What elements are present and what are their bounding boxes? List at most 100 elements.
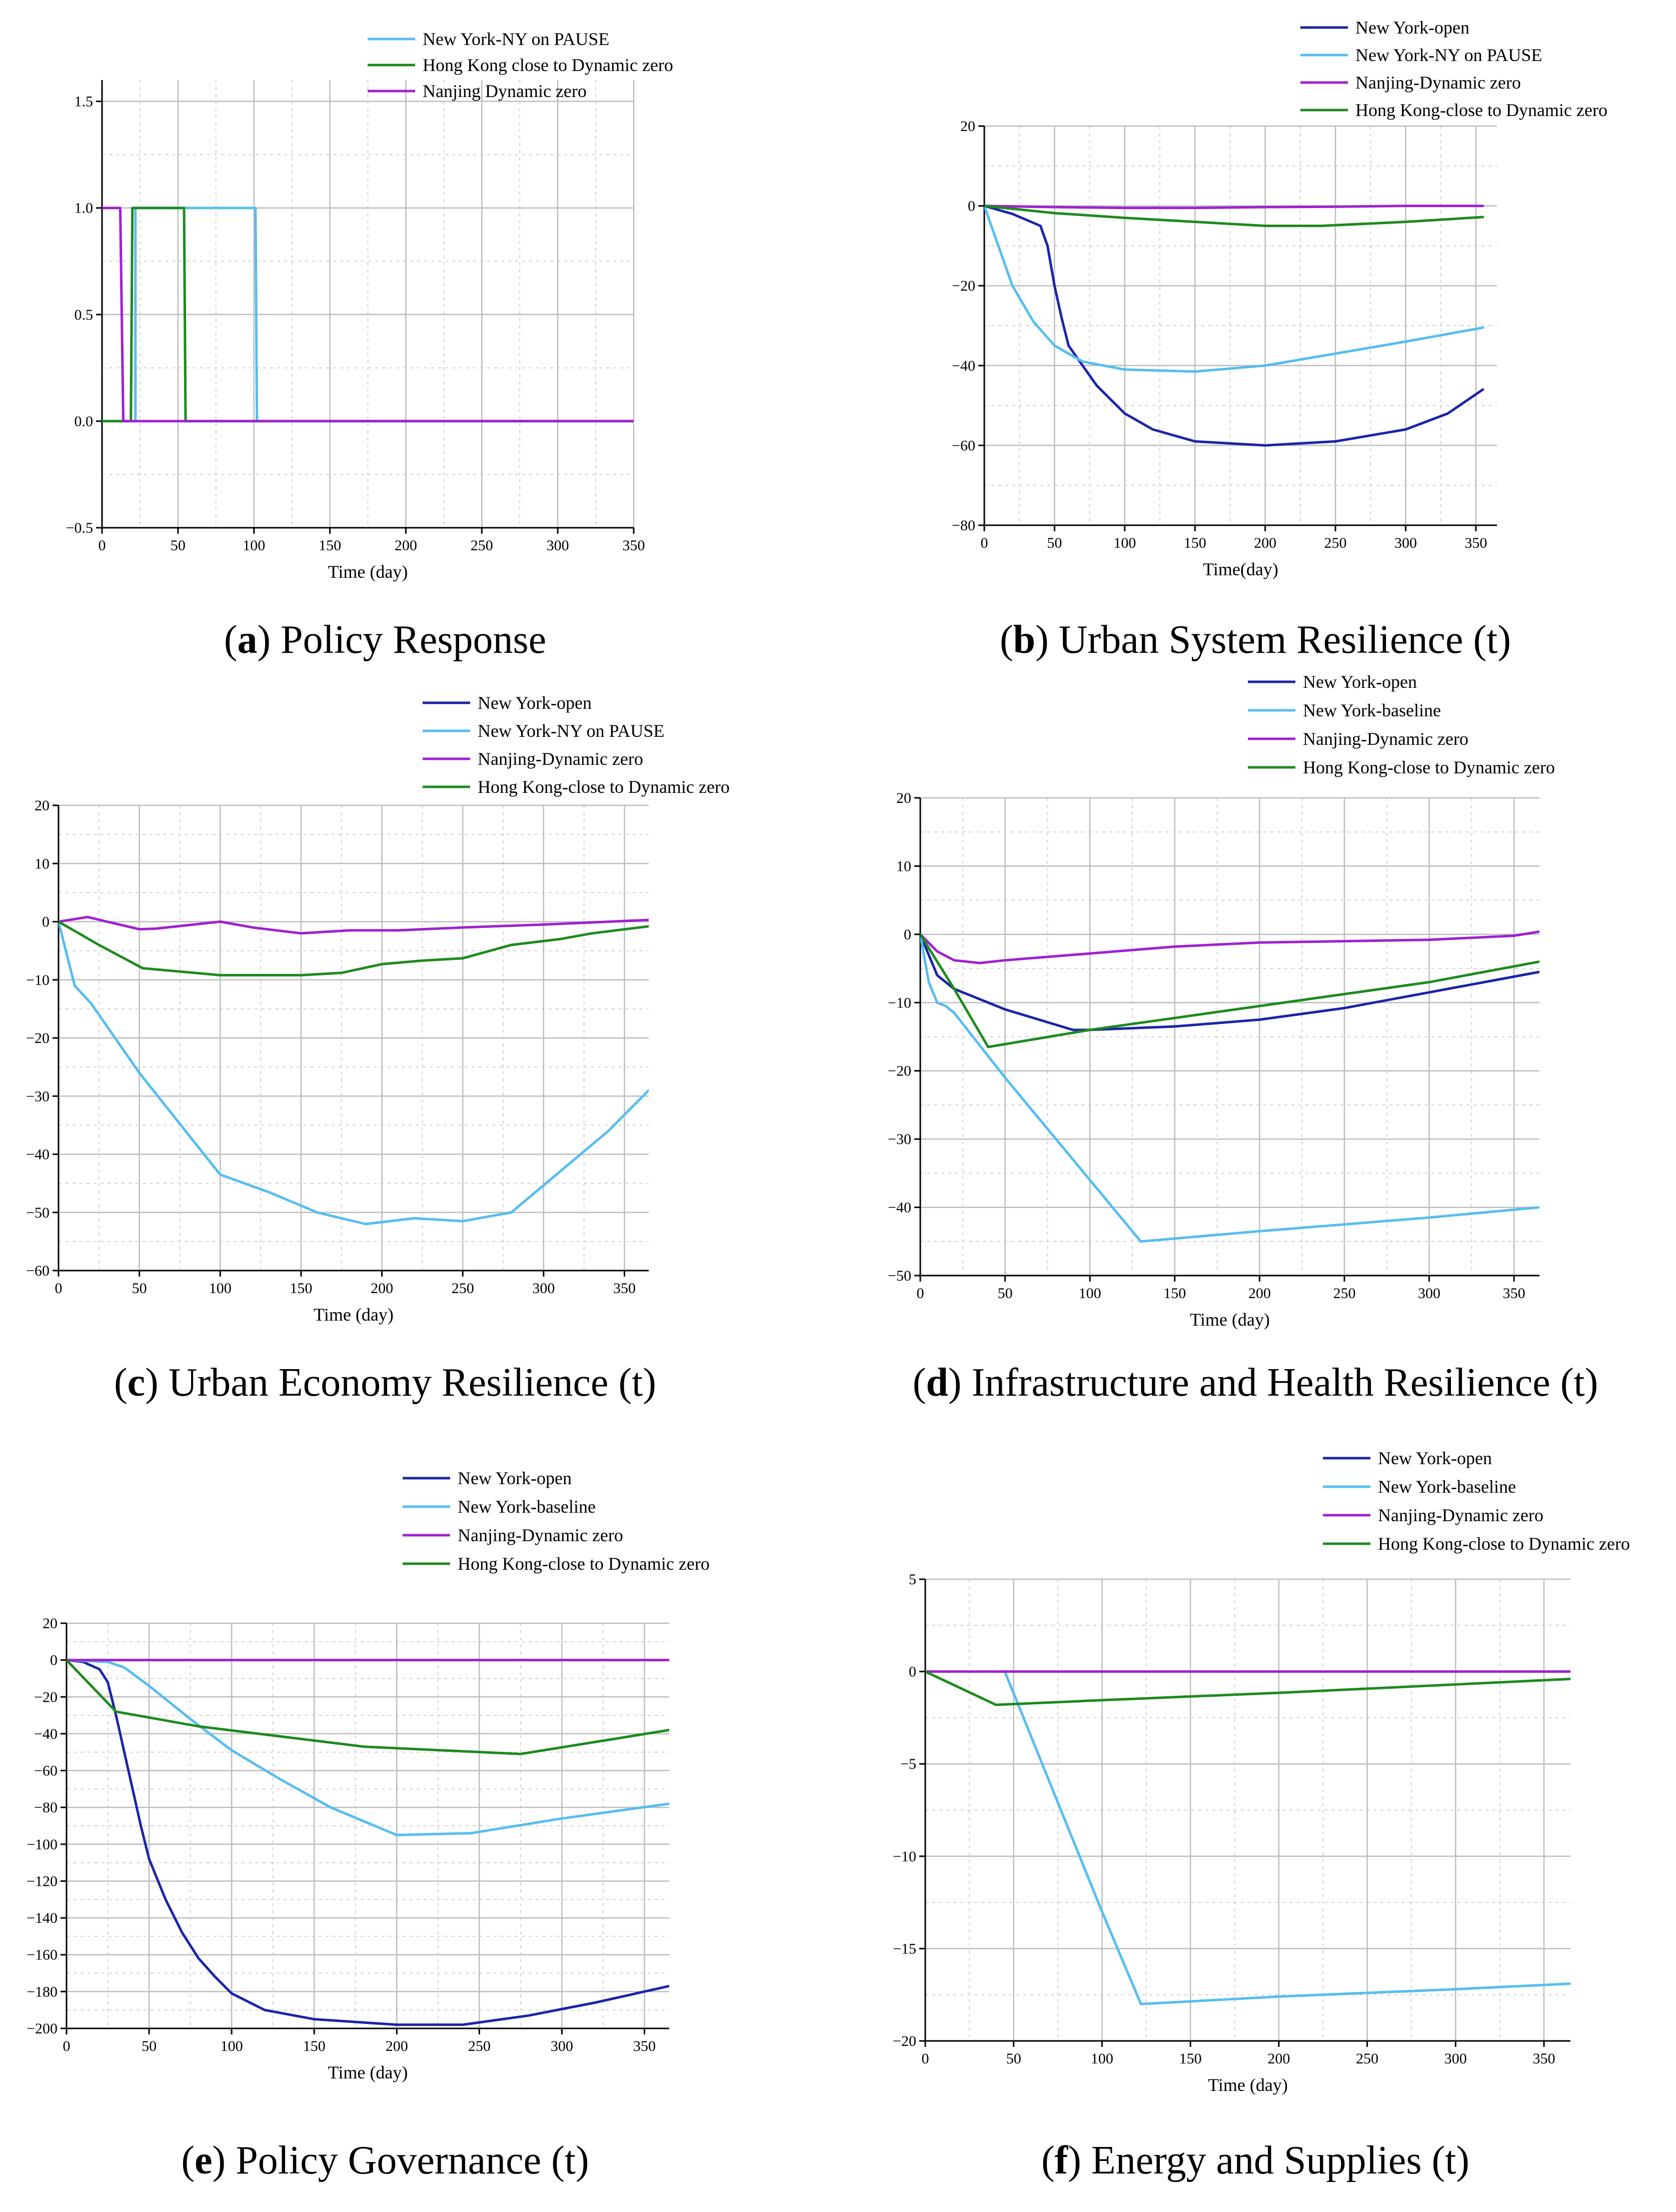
chart-f: 0 50 100 150 200 250 300 350 −20 −15 −10 −5 0 5 Time (…: [893, 1448, 1630, 2182]
x-tick-label: 0: [63, 2038, 71, 2054]
y-tick-label: −10: [888, 994, 911, 1011]
legend: New York-open New York-NY on PAUSE Nanjing…: [1300, 18, 1607, 120]
series-line-new-york-open: [984, 205, 1484, 447]
x-tick-label: 100: [1091, 2050, 1113, 2067]
caption-letter: a: [237, 618, 257, 662]
x-tick-label: 100: [221, 2038, 243, 2054]
y-tick-label: −50: [26, 1205, 50, 1221]
legend: New York-open New York-baseline Nanjing-Dy…: [1248, 672, 1555, 777]
y-tick-label: −40: [888, 1200, 911, 1216]
y-tick-label: −15: [893, 1940, 916, 1957]
y-tick-label: 20: [960, 118, 975, 135]
series-line-hong-kong-close-to-dynamic-zero: [920, 933, 1539, 1048]
chart-caption: (d) Infrastructure and Health Resilience…: [913, 1361, 1598, 1405]
y-tick-label: −60: [26, 1263, 50, 1279]
y-tick-label: 0: [42, 914, 50, 930]
legend-label: New York-NY on PAUSE: [478, 721, 664, 741]
legend-label: New York-baseline: [458, 1497, 596, 1517]
x-tick-label: 100: [1113, 535, 1136, 551]
y-tick-label: −60: [34, 1763, 58, 1779]
x-tick-label: 50: [132, 1280, 147, 1297]
series-group: [920, 930, 1539, 1243]
x-tick-label: 100: [243, 537, 265, 554]
x-tick-label: 50: [142, 2038, 157, 2054]
series-group: [102, 207, 634, 423]
y-tick-label: 20: [43, 1615, 58, 1632]
x-tick-label: 150: [1163, 1285, 1186, 1302]
y-tick-label: −20: [888, 1063, 911, 1079]
series-line-new-york-ny-on-pause: [59, 920, 649, 1226]
caption-open-paren: (: [224, 618, 238, 662]
caption-letter: d: [926, 1361, 948, 1405]
chart-caption: (b) Urban System Resilience (t): [1000, 618, 1511, 662]
legend-label: New York-open: [458, 1468, 572, 1488]
x-tick-label: 350: [1464, 535, 1487, 551]
chart-a: 0 50 100 150 200 250 300 350 −0.5 0.0 0.5 1.0 1.5 Tim…: [66, 29, 673, 662]
y-tick-label: −40: [34, 1726, 58, 1742]
x-tick-label: 100: [1079, 1285, 1101, 1302]
x-tick-label: 300: [547, 537, 569, 554]
x-tick-label: 350: [1503, 1285, 1525, 1302]
legend-label: Hong Kong-close to Dynamic zero: [458, 1554, 710, 1574]
caption-text: ) Policy Response: [257, 618, 546, 662]
x-tick-label: 250: [471, 537, 493, 554]
series-line-nanjing-dynamic-zero: [920, 930, 1539, 964]
legend-label: Hong Kong close to Dynamic zero: [423, 55, 673, 75]
series-line-new-york-baseline: [1003, 1670, 1570, 2005]
x-tick-label: 100: [209, 1280, 232, 1297]
y-tick-label: −180: [27, 1983, 58, 2000]
y-tick-label: −40: [26, 1147, 50, 1163]
caption-letter: f: [1055, 2138, 1069, 2182]
x-tick-label: 50: [1047, 535, 1062, 551]
x-axis-label: Time (day): [314, 1305, 394, 1325]
x-tick-label: 250: [1333, 1285, 1355, 1302]
y-tick-label: 10: [35, 855, 50, 872]
x-tick-label: 200: [386, 2038, 408, 2054]
y-tick-label: −50: [888, 1268, 911, 1284]
y-tick-label: 0.5: [75, 307, 94, 323]
series-line-hong-kong-close-to-dynamic-zero: [984, 205, 1484, 227]
legend-label: New York-NY on PAUSE: [1355, 45, 1542, 65]
x-tick-label: 200: [395, 537, 417, 554]
x-tick-label: 300: [1394, 535, 1417, 551]
y-tick-label: −5: [900, 1756, 916, 1772]
x-tick-label: 300: [532, 1280, 555, 1297]
x-tick-label: 0: [981, 535, 988, 551]
y-tick-label: 0: [50, 1652, 58, 1669]
x-tick-label: 200: [1254, 535, 1276, 551]
legend-label: New York-open: [1378, 1448, 1492, 1468]
series-group: [925, 1670, 1570, 2005]
x-tick-label: 200: [1248, 1285, 1271, 1302]
series-group: [984, 205, 1484, 447]
y-tick-label: −120: [27, 1873, 58, 1889]
y-tick-label: −20: [952, 278, 975, 294]
series-line-new-york-baseline: [920, 933, 1539, 1243]
y-tick-label: 1.0: [75, 200, 94, 217]
caption-open-paren: (: [181, 2138, 195, 2182]
series-line-nanjing-dynamic-zero: [102, 207, 634, 423]
x-tick-label: 50: [171, 537, 186, 554]
legend: New York-NY on PAUSE Hong Kong close to D…: [368, 29, 673, 101]
legend-label: Hong Kong-close to Dynamic zero: [1303, 757, 1555, 777]
caption-open-paren: (: [1041, 2138, 1055, 2182]
y-tick-label: 0: [909, 1664, 916, 1680]
chart-c: 0 50 100 150 200 250 300 350 −60 −50 −40 −30 −20 −10 0…: [26, 693, 730, 1405]
legend-label: Hong Kong-close to Dynamic zero: [478, 777, 730, 797]
caption-text: ) Urban System Resilience (t): [1035, 618, 1511, 662]
y-tick-label: −40: [952, 358, 975, 374]
x-axis-label: Time (day): [328, 562, 408, 582]
legend-label: New York-NY on PAUSE: [423, 29, 609, 49]
legend-label: Hong Kong-close to Dynamic zero: [1378, 1534, 1630, 1554]
x-axis-label: Time(day): [1203, 559, 1278, 579]
series-line-hong-kong-close-to-dynamic-zero: [925, 1670, 1570, 1706]
x-axis-label: Time (day): [1190, 1310, 1270, 1330]
legend-label: Nanjing-Dynamic zero: [1303, 729, 1468, 749]
x-tick-label: 250: [1324, 535, 1347, 551]
series-line-hong-kong-close-to-dynamic-zero: [67, 1659, 669, 1755]
x-tick-label: 300: [551, 2038, 573, 2054]
legend-label: New York-open: [1355, 18, 1469, 38]
x-tick-label: 50: [1006, 2050, 1021, 2067]
y-tick-label: −100: [27, 1836, 58, 1853]
y-tick-label: −20: [893, 2033, 916, 2049]
